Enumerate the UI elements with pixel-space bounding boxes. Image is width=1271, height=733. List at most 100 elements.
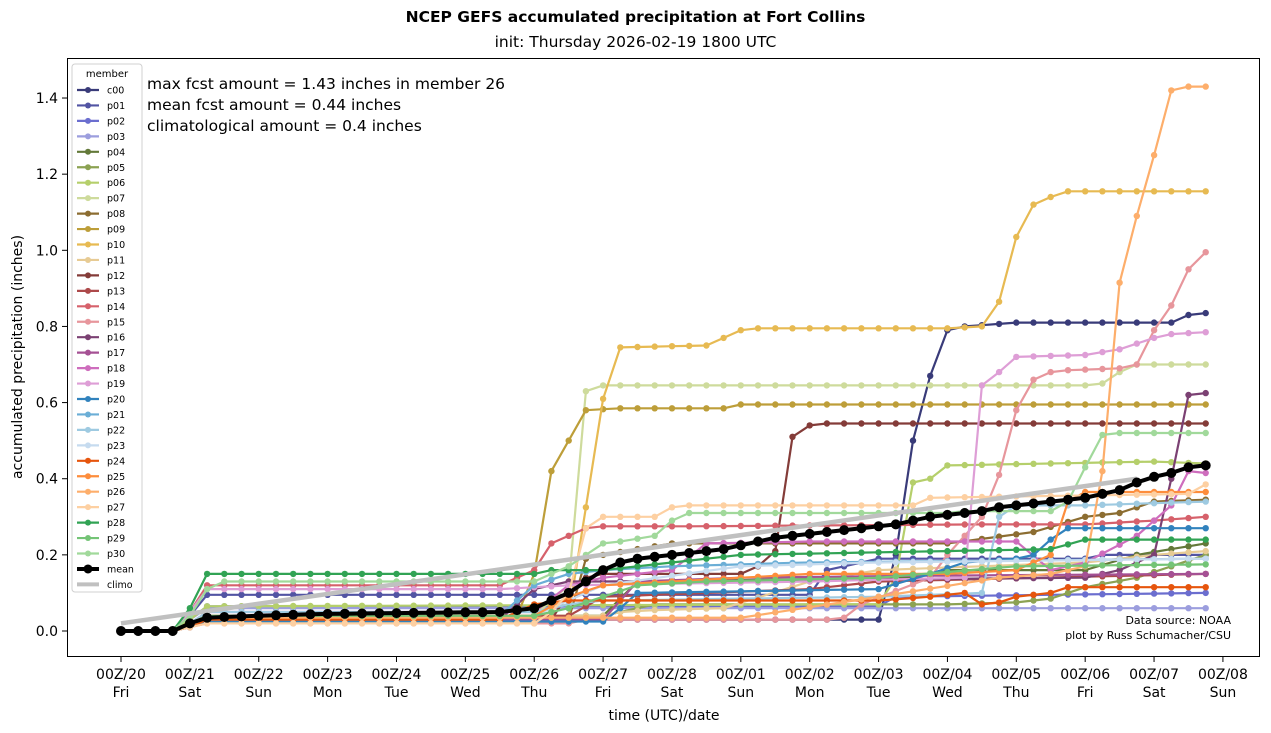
data-point-p03	[1133, 605, 1141, 612]
data-point-mean	[753, 536, 763, 547]
data-point-p28	[686, 557, 693, 564]
legend-label: p23	[107, 441, 125, 452]
data-point-p11	[651, 606, 658, 614]
data-point-p23	[1116, 556, 1123, 563]
data-point-p19	[1047, 352, 1054, 360]
legend-swatch-marker	[85, 241, 91, 248]
data-point-p27	[927, 494, 934, 501]
data-point-p01	[272, 591, 280, 598]
data-point-p19	[548, 583, 555, 590]
data-point-p27	[1185, 490, 1192, 498]
legend-swatch-marker	[85, 195, 91, 202]
series-line-climo	[120, 476, 1138, 626]
data-point-p15	[806, 616, 813, 623]
data-point-mean	[133, 626, 144, 636]
data-point-p09	[1082, 401, 1089, 408]
data-point-p30	[255, 578, 262, 585]
data-point-p19	[1099, 348, 1106, 356]
data-point-p19	[272, 585, 280, 593]
data-point-p02	[1133, 590, 1141, 597]
legend-item-p18: p18	[77, 364, 125, 375]
data-point-p10	[1202, 188, 1209, 195]
legend-swatch-marker	[85, 133, 91, 140]
data-point-p20	[1116, 525, 1123, 532]
data-point-p28	[875, 549, 882, 556]
data-point-p02	[1082, 591, 1089, 598]
data-point-c00	[1099, 319, 1106, 326]
x-tick-label-day: Sat	[178, 685, 201, 701]
data-point-p01	[496, 591, 503, 598]
data-point-p30	[686, 509, 693, 517]
data-point-mean	[890, 519, 901, 530]
data-point-p22	[1202, 498, 1209, 505]
legend-swatch-marker	[85, 318, 91, 325]
data-point-c00	[1047, 319, 1054, 326]
data-point-p24	[772, 597, 779, 604]
data-point-p07	[1082, 382, 1089, 389]
data-point-p12	[892, 420, 899, 427]
data-point-mean	[735, 540, 746, 551]
data-point-p05	[944, 601, 951, 608]
data-point-p27	[892, 502, 899, 509]
data-point-p13	[840, 582, 848, 589]
data-point-p19	[479, 585, 486, 593]
data-point-p27	[806, 502, 813, 509]
data-point-p10	[651, 343, 658, 350]
legend-swatch-marker	[85, 210, 91, 217]
data-point-p02	[995, 592, 1003, 599]
data-point-p08	[995, 533, 1003, 540]
data-point-p29	[772, 576, 779, 584]
data-point-p26	[806, 604, 813, 611]
x-tick-label-time: 00Z/23	[303, 667, 353, 683]
data-point-p20	[754, 587, 762, 595]
data-point-p24	[978, 601, 986, 608]
data-point-p01	[255, 591, 262, 598]
data-point-p28	[737, 551, 744, 559]
data-point-p07	[909, 382, 917, 389]
data-point-p15	[1013, 407, 1020, 414]
data-point-p27	[1202, 481, 1209, 488]
data-point-p21	[686, 562, 693, 569]
data-point-p19	[393, 585, 400, 593]
x-tick-label-time: 00Z/08	[1198, 667, 1248, 683]
data-point-p10	[961, 324, 968, 331]
data-point-p14	[1030, 521, 1037, 528]
data-point-mean	[167, 626, 178, 636]
data-point-p09	[927, 401, 934, 408]
data-point-p07	[582, 388, 590, 395]
legend-item-p19: p19	[77, 379, 125, 390]
data-point-p14	[548, 540, 555, 547]
data-point-p20	[772, 587, 779, 594]
data-point-p06	[324, 602, 331, 610]
data-point-p28	[393, 570, 400, 578]
data-point-p22	[1168, 499, 1175, 506]
data-point-p26	[703, 614, 710, 621]
data-point-p27	[772, 502, 779, 509]
data-point-p22	[1185, 498, 1192, 506]
data-point-p15	[1150, 327, 1158, 334]
data-point-p29	[1150, 561, 1158, 569]
data-point-p17	[1168, 570, 1175, 578]
data-point-p24	[1047, 589, 1054, 597]
data-point-p30	[462, 578, 469, 585]
data-point-p09	[961, 401, 968, 408]
data-point-p29	[1082, 562, 1089, 569]
data-point-p12	[1168, 420, 1175, 427]
data-point-p26	[1030, 572, 1037, 579]
data-point-p07	[1150, 361, 1158, 368]
data-point-p24	[909, 594, 917, 602]
data-point-p20	[823, 586, 831, 594]
data-point-p24	[944, 591, 951, 598]
data-point-p18	[617, 572, 624, 579]
x-tick-label-time: 00Z/07	[1129, 667, 1179, 683]
data-point-p30	[203, 585, 211, 593]
data-point-p30	[1099, 431, 1106, 439]
data-point-p15	[754, 616, 762, 623]
legend-item-p13: p13	[77, 286, 125, 297]
legend-item-p20: p20	[77, 395, 125, 406]
data-point-p18	[840, 538, 848, 545]
data-point-p06	[599, 601, 607, 609]
data-point-p06	[203, 603, 211, 610]
data-point-p23	[823, 560, 831, 568]
data-point-p09	[1064, 401, 1072, 408]
